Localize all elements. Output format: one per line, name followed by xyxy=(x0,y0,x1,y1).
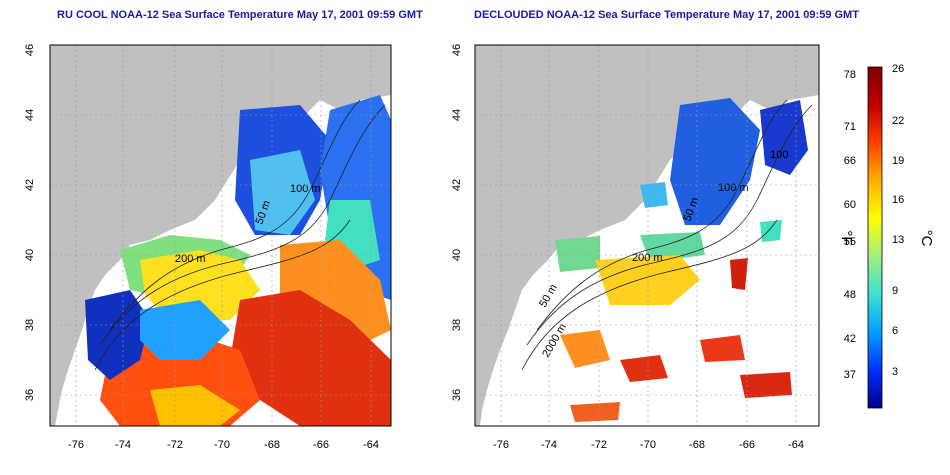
fahrenheit-tick-label: 71 xyxy=(844,121,856,133)
left-sst-cyan-swirl xyxy=(140,300,230,360)
left-contour-shelf-outer xyxy=(99,104,386,346)
fahrenheit-tick-label: 66 xyxy=(844,155,856,167)
right-x-axis: -76 -74 -72 -70 -68 -66 -64 xyxy=(493,439,804,451)
left-sst-red-stream xyxy=(230,290,391,426)
celsius-tick-label: 16 xyxy=(892,194,904,206)
right-sst-green-mid xyxy=(640,232,705,262)
fahrenheit-tick-label: 37 xyxy=(844,369,856,381)
right-sst-red-1 xyxy=(620,355,668,382)
right-y-tick-label: 36 xyxy=(451,389,463,401)
left-y-tick-label: 40 xyxy=(24,249,36,261)
left-x-tick-label: -66 xyxy=(313,439,329,451)
left-map: 200 m 100 m 50 m xyxy=(50,45,391,426)
fahrenheit-tick-label: 42 xyxy=(844,333,856,345)
right-contour-label-100: 100 m xyxy=(718,182,749,194)
right-x-tick-label: -66 xyxy=(739,439,755,451)
left-x-tick-label: -76 xyxy=(68,439,84,451)
right-y-tick-label: 38 xyxy=(451,319,463,331)
right-gridlines xyxy=(475,45,819,426)
right-x-tick-label: -74 xyxy=(541,439,557,451)
left-y-tick-label: 44 xyxy=(24,109,36,121)
left-map-frame xyxy=(49,44,392,427)
right-sst-red-east xyxy=(730,258,748,290)
right-bathymetry-contours xyxy=(521,99,813,371)
right-contour-shelf-outer xyxy=(526,104,813,346)
right-sst-orange-south xyxy=(560,330,610,368)
right-y-tick-label: 40 xyxy=(451,249,463,261)
colorbar-celsius-ticks: 26 22 19 16 13 9 6 3 xyxy=(892,63,904,378)
fahrenheit-unit-label: °F xyxy=(838,230,855,245)
left-x-tick-label: -72 xyxy=(167,439,183,451)
right-sst-orange-4 xyxy=(570,402,620,422)
right-x-tick-label: -72 xyxy=(591,439,607,451)
left-sst-yellow-south xyxy=(150,385,240,426)
left-x-tick-label: -70 xyxy=(214,439,230,451)
right-y-tick-label: 44 xyxy=(451,109,463,121)
left-y-tick-label: 42 xyxy=(24,179,36,191)
celsius-tick-label: 26 xyxy=(892,63,904,75)
left-y-tick-label: 36 xyxy=(24,389,36,401)
celsius-tick-label: 3 xyxy=(892,366,898,378)
right-x-tick-label: -68 xyxy=(689,439,705,451)
left-y-tick-label: 38 xyxy=(24,319,36,331)
left-bathymetry-contours xyxy=(94,99,386,371)
right-x-tick-label: -70 xyxy=(640,439,656,451)
left-y-axis: 36 38 40 42 44 46 xyxy=(24,44,36,401)
colorbar: 78 71 66 60 55 48 42 37 26 22 19 16 13 9… xyxy=(838,63,935,409)
left-contour-label-100: 100 m xyxy=(290,183,321,195)
right-x-tick-label: -76 xyxy=(493,439,509,451)
colorbar-gradient xyxy=(867,66,883,409)
left-contour-label-200: 200 m xyxy=(175,253,206,265)
right-contour-shelf-inner xyxy=(536,99,788,331)
celsius-tick-label: 19 xyxy=(892,155,904,167)
right-sst-teal-patch xyxy=(760,220,782,242)
left-sst-light-blue xyxy=(250,150,315,235)
left-sst-yellow xyxy=(140,250,260,320)
left-contour-slope xyxy=(94,219,351,371)
right-map-frame xyxy=(474,44,820,427)
right-y-tick-label: 46 xyxy=(451,44,463,56)
right-sst-yellow xyxy=(595,255,700,305)
right-sst-cold-north xyxy=(670,98,760,225)
right-land-mainland xyxy=(475,45,819,426)
right-sst-green-shelf xyxy=(555,236,600,272)
right-y-tick-label: 42 xyxy=(451,179,463,191)
right-map: 200 m 100 m 50 m 100 50 m 2000 m xyxy=(475,45,819,426)
left-x-tick-label: -74 xyxy=(115,439,131,451)
left-x-tick-label: -68 xyxy=(264,439,280,451)
celsius-tick-label: 22 xyxy=(892,115,904,127)
left-map-title: RU COOL NOAA-12 Sea Surface Temperature … xyxy=(57,9,423,21)
celsius-tick-label: 13 xyxy=(892,234,904,246)
left-y-tick-label: 46 xyxy=(24,44,36,56)
celsius-tick-label: 9 xyxy=(892,285,898,297)
fahrenheit-tick-label: 78 xyxy=(844,69,856,81)
left-sst-field xyxy=(85,95,391,426)
right-sst-red-3 xyxy=(740,372,792,398)
celsius-tick-label: 6 xyxy=(892,325,898,337)
right-contour-label-100-ne: 100 xyxy=(770,149,788,161)
right-x-tick-label: -64 xyxy=(788,439,804,451)
celsius-unit-label: °C xyxy=(918,230,935,247)
fahrenheit-tick-label: 48 xyxy=(844,289,856,301)
right-y-axis: 36 38 40 42 44 46 xyxy=(451,44,463,401)
fahrenheit-tick-label: 55 xyxy=(844,236,856,248)
left-x-axis: -76 -74 -72 -70 -68 -66 -64 xyxy=(68,439,379,451)
right-contour-slope xyxy=(521,219,778,371)
left-land-mainland xyxy=(50,45,391,426)
left-sst-deep-blue-coast xyxy=(85,290,150,380)
left-gridlines xyxy=(50,45,391,426)
left-contour-shelf-inner xyxy=(109,99,361,331)
fahrenheit-tick-label: 60 xyxy=(844,199,856,211)
left-x-tick-label: -64 xyxy=(363,439,379,451)
right-contour-label-200: 200 m xyxy=(632,252,663,264)
right-sst-red-2 xyxy=(700,335,745,362)
right-map-title: DECLOUDED NOAA-12 Sea Surface Temperatur… xyxy=(474,9,859,21)
right-sst-light-blue xyxy=(640,182,668,208)
colorbar-fahrenheit-ticks: 78 71 66 60 55 48 42 37 xyxy=(844,69,856,381)
